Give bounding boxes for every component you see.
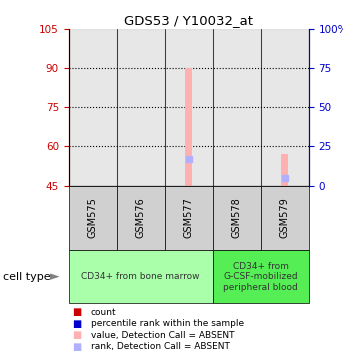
Bar — [213, 186, 261, 250]
Text: ■: ■ — [72, 319, 81, 329]
Text: count: count — [91, 308, 117, 317]
Bar — [117, 29, 165, 186]
Bar — [165, 186, 213, 250]
Text: ■: ■ — [72, 330, 81, 340]
Text: GSM575: GSM575 — [87, 197, 98, 238]
Bar — [213, 29, 261, 186]
Title: GDS53 / Y10032_at: GDS53 / Y10032_at — [124, 14, 253, 27]
Text: percentile rank within the sample: percentile rank within the sample — [91, 319, 244, 328]
Bar — [281, 154, 288, 186]
Text: ■: ■ — [72, 307, 81, 317]
Text: CD34+ from bone marrow: CD34+ from bone marrow — [81, 272, 200, 281]
Text: ■: ■ — [72, 342, 81, 352]
Bar — [117, 186, 165, 250]
Bar — [69, 29, 117, 186]
Text: value, Detection Call = ABSENT: value, Detection Call = ABSENT — [91, 331, 234, 340]
Bar — [213, 250, 309, 303]
Text: GSM579: GSM579 — [280, 197, 290, 238]
Bar — [165, 29, 213, 186]
Text: cell type: cell type — [3, 272, 51, 282]
Text: ►: ► — [50, 270, 60, 283]
Text: GSM576: GSM576 — [135, 197, 146, 238]
Text: GSM577: GSM577 — [184, 197, 194, 238]
Bar — [261, 29, 309, 186]
Bar — [69, 250, 213, 303]
Bar — [185, 68, 192, 186]
Text: GSM578: GSM578 — [232, 197, 242, 238]
Text: rank, Detection Call = ABSENT: rank, Detection Call = ABSENT — [91, 342, 230, 351]
Bar — [69, 186, 117, 250]
Text: CD34+ from
G-CSF-mobilized
peripheral blood: CD34+ from G-CSF-mobilized peripheral bl… — [223, 262, 298, 292]
Bar — [261, 186, 309, 250]
